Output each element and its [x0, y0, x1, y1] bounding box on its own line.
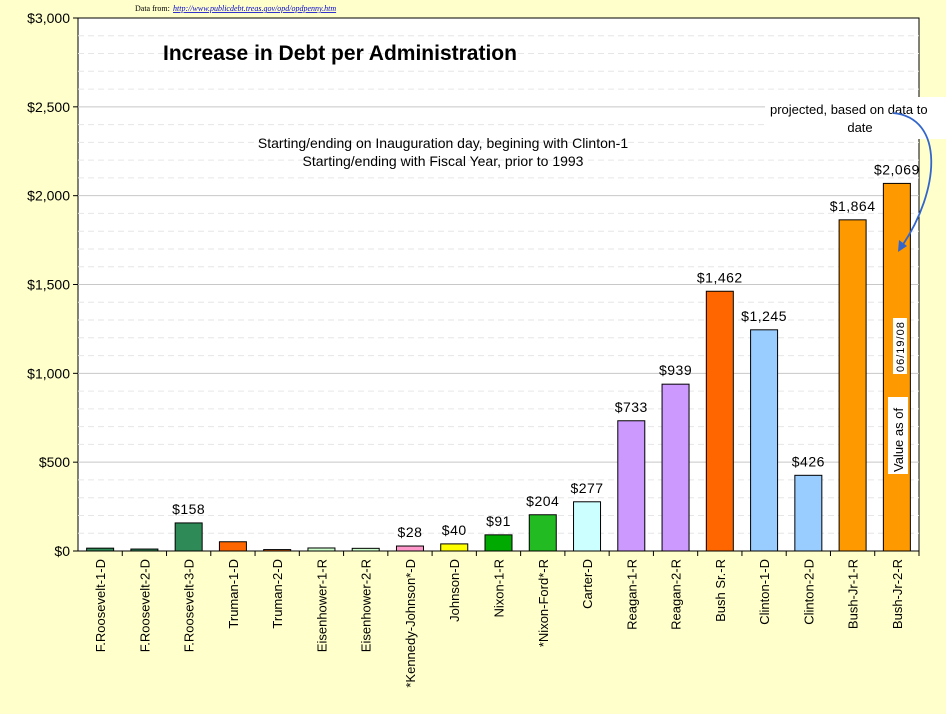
data-label: $204	[526, 493, 559, 509]
bar	[307, 547, 336, 552]
x-tick-label: Bush Sr.-R	[713, 559, 728, 622]
x-axis: F.Roosevelt-1-D F.Roosevelt-2-D F.Roosevel…	[93, 551, 920, 688]
x-tick-label: Reagan-1-R	[624, 559, 639, 630]
x-tick-label: *Nixon-Ford*-R	[536, 559, 551, 647]
bar	[705, 290, 734, 552]
x-tick-label: Reagan-2-R	[669, 559, 684, 630]
x-tick-label: Eisenhower-2-R	[359, 559, 374, 652]
data-label: $1,864	[830, 198, 876, 214]
projected-arrow	[892, 112, 933, 247]
y-tick-label: $1,500	[27, 277, 70, 293]
y-tick-label: $2,000	[27, 188, 70, 204]
projected-note-line-2: date	[847, 120, 872, 135]
subtitle-line-2: Starting/ending with Fiscal Year, prior …	[303, 153, 584, 169]
subtitle-line-1: Starting/ending on Inauguration day, beg…	[258, 135, 628, 151]
bar	[484, 534, 513, 552]
x-tick-label: Bush-Jr-2-R	[890, 559, 905, 629]
data-labels: $158 $28 $40 $91 $204 $277 $733 $939 $1,462 $1,24…	[172, 161, 920, 540]
bar	[794, 474, 823, 552]
data-label: $2,069	[874, 161, 920, 177]
source-prefix: Data from:	[135, 4, 170, 13]
x-tick-label: Truman-1-D	[226, 559, 241, 629]
x-tick-label: F.Roosevelt-1-D	[93, 559, 108, 652]
data-label: $426	[792, 453, 825, 469]
data-label: $28	[398, 524, 423, 540]
x-tick-label: F.Roosevelt-2-D	[137, 559, 152, 652]
data-label: $1,462	[697, 269, 743, 285]
y-tick-label: $500	[39, 454, 70, 470]
x-tick-label: Truman-2-D	[270, 559, 285, 629]
x-tick-label: F.Roosevelt-3-D	[182, 559, 197, 652]
y-axis: $0 $500 $1,000 $1,500 $2,000 $2,500 $3,000	[27, 10, 78, 559]
bar	[218, 541, 247, 552]
bar	[661, 383, 690, 552]
y-tick-label: $3,000	[27, 10, 70, 26]
bar	[263, 549, 292, 552]
x-tick-label: *Kennedy-Johnson*-D	[403, 559, 418, 688]
bar	[395, 545, 424, 552]
x-tick-label: Johnson-D	[447, 559, 462, 622]
x-tick-label: Bush-Jr-1-R	[846, 559, 861, 629]
y-tick-label: $2,500	[27, 99, 70, 115]
value-as-of-box	[888, 397, 908, 474]
x-tick-label: Eisenhower-1-R	[314, 559, 329, 652]
bar	[440, 543, 469, 552]
value-date-text: 06/19/08	[895, 321, 907, 372]
source-link[interactable]: http://www.publicdebt.treas.gov/opd/opdp…	[173, 4, 336, 13]
data-label: $277	[570, 480, 603, 496]
data-label: $939	[659, 362, 692, 378]
bar	[174, 522, 203, 552]
bar	[573, 501, 602, 552]
bar	[351, 547, 380, 552]
chart-title: Increase in Debt per Administration	[163, 42, 517, 65]
bar	[838, 219, 867, 552]
data-label: $733	[615, 399, 648, 415]
value-as-of-text: Value as of	[891, 408, 906, 472]
gridlines	[78, 35, 919, 534]
y-tick-label: $1,000	[27, 365, 70, 381]
bar	[617, 420, 646, 552]
data-label: $158	[172, 501, 205, 517]
data-label: $40	[442, 522, 467, 538]
data-label: $91	[486, 513, 511, 529]
x-tick-label: Clinton-2-D	[801, 559, 816, 625]
projected-box	[765, 97, 946, 139]
projected-note-line-1: projected, based on data to	[770, 102, 928, 117]
y-tick-label: $0	[54, 543, 70, 559]
x-tick-label: Nixon-1-R	[492, 559, 507, 618]
x-tick-label: Clinton-1-D	[757, 559, 772, 625]
data-label: $1,245	[741, 308, 787, 324]
bar	[750, 329, 779, 552]
bar	[130, 548, 159, 552]
projected-arrowhead	[898, 240, 907, 252]
value-date-box	[893, 318, 907, 374]
bar	[86, 547, 115, 552]
bar	[528, 514, 557, 552]
x-tick-label: Carter-D	[580, 559, 595, 609]
